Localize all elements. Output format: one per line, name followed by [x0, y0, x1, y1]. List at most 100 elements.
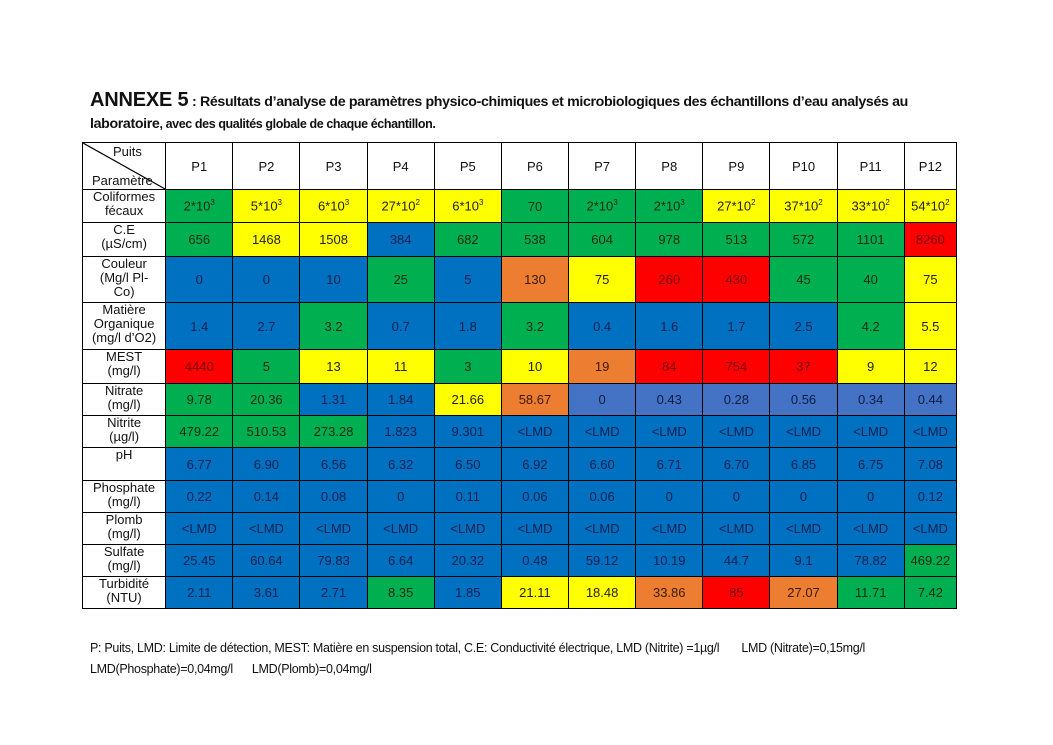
value-cell: 0.06 [568, 480, 637, 513]
cell-value: 54*10 [911, 198, 946, 214]
cell-value: 44.7 [723, 553, 750, 568]
value-cell: 656 [165, 222, 234, 257]
value-cell: <LMD [769, 512, 838, 545]
value-cell: 11.71 [836, 576, 905, 609]
value-cell: 0.28 [702, 383, 771, 416]
cell-value: <LMD [853, 521, 889, 536]
cell-value: 513 [725, 232, 748, 247]
value-cell: 5 [433, 256, 502, 303]
value-cell: 6.92 [500, 447, 570, 481]
value-cell: 1.31 [299, 383, 368, 416]
value-cell: 260 [635, 256, 704, 303]
parameter-label: Phosphate (mg/l) [81, 480, 167, 513]
cell-exponent: 2 [751, 198, 756, 208]
cell-value: 130 [524, 272, 546, 287]
value-cell: 33.86 [635, 576, 704, 609]
table-row: Plomb (mg/l) <LMD <LMD <LMD <LMD <LMD <LMD <LMD… [81, 512, 958, 545]
value-cell: 7.42 [903, 576, 958, 609]
value-cell: 37 [769, 349, 838, 384]
value-cell: 513 [702, 222, 771, 257]
cell-exponent: 3 [613, 198, 618, 208]
parameter-label: Nitrate (mg/l) [81, 383, 167, 416]
value-cell: 1468 [232, 222, 301, 257]
cell-value: 0.28 [723, 392, 750, 407]
cell-exponent: 3 [478, 198, 484, 208]
cell-value: 11.71 [854, 585, 887, 600]
value-cell: 25.45 [165, 544, 234, 577]
cell-value: 0.08 [320, 489, 347, 504]
value-cell: 8.35 [366, 576, 435, 609]
diagonal-divider [83, 143, 165, 189]
value-cell: 9.78 [165, 383, 234, 416]
value-cell: 130 [500, 256, 570, 303]
cell-value: 25 [393, 272, 408, 287]
value-cell: 21.11 [500, 576, 570, 609]
cell-exponent: 3 [344, 198, 350, 208]
cell-value: 0.56 [790, 392, 817, 407]
cell-value: 3 [464, 359, 472, 374]
cell-value: 6.32 [388, 456, 414, 472]
cell-value: 430 [725, 272, 748, 287]
cell-value: <LMD [912, 521, 948, 536]
cell-value: <LMD [584, 424, 620, 439]
value-cell: 6.75 [836, 447, 905, 481]
cell-value: 20.36 [250, 392, 283, 407]
table-row: Matière Organique (mg/l d’O2) 1.4 2.7 3.2 0.… [81, 302, 958, 350]
cell-value: <LMD [517, 521, 553, 536]
column-header-p9: P9 [702, 142, 771, 190]
value-cell: 9.1 [769, 544, 838, 577]
cell-value: 479.22 [179, 424, 220, 439]
value-cell: 18.48 [568, 576, 637, 609]
value-cell: 1.8 [433, 302, 502, 350]
cell-value: 33.86 [652, 585, 686, 600]
cell-value: 1.85 [455, 585, 481, 600]
cell-value: 13 [326, 359, 341, 374]
value-cell: <LMD [165, 512, 234, 545]
value-cell: <LMD [702, 512, 771, 545]
table-row: MEST (mg/l) 4440 5 13 11 3 10 19 84 754 37 9 12 [81, 349, 958, 384]
value-cell: 0 [769, 480, 838, 513]
cell-value: 3.2 [324, 318, 343, 334]
cell-value: 5 [464, 272, 472, 287]
value-cell: 70 [500, 189, 570, 223]
cell-value: 4440 [184, 359, 214, 374]
value-cell: <LMD [836, 512, 905, 545]
cell-value: <LMD [912, 424, 948, 439]
value-cell: 6.64 [366, 544, 435, 577]
annex-label: ANNEXE 5 [90, 89, 189, 111]
value-cell: 84 [635, 349, 704, 384]
cell-value: 1.6 [660, 318, 679, 334]
value-cell: 6.32 [366, 447, 435, 481]
value-cell: <LMD [500, 415, 570, 448]
cell-value: 273.28 [313, 424, 354, 439]
value-cell: <LMD [903, 512, 958, 545]
corner-parametre: Paramètre [92, 173, 153, 188]
title-text: : Résultats d’analyse de paramètres phys… [188, 94, 908, 110]
cell-value: 754 [725, 359, 748, 374]
cell-value: 40 [863, 272, 878, 287]
value-cell: 10 [299, 256, 368, 303]
cell-value: 21.11 [519, 585, 551, 600]
value-cell: 1.85 [433, 576, 502, 609]
value-cell: 0.48 [500, 544, 570, 577]
value-cell: 6.71 [635, 447, 704, 481]
value-cell: <LMD [299, 512, 368, 545]
value-cell: 79.83 [299, 544, 368, 577]
header-row: Puits Paramètre P1 P2 P3 P4 P5 P6 P7 P8 P9 P10 P11… [81, 142, 958, 190]
column-header-p12: P12 [903, 142, 958, 190]
value-cell: <LMD [769, 415, 838, 448]
value-cell: <LMD [635, 512, 704, 545]
value-cell: 3 [433, 349, 502, 384]
value-cell: <LMD [836, 415, 905, 448]
cell-value: 384 [389, 232, 412, 247]
corner-header: Puits Paramètre [81, 142, 167, 190]
value-cell: 430 [702, 256, 771, 303]
value-cell: 20.32 [433, 544, 502, 577]
cell-value: 0 [598, 392, 606, 407]
value-cell: 682 [433, 222, 502, 257]
cell-value: 58.67 [518, 392, 552, 407]
cell-value: 37 [796, 359, 811, 374]
value-cell: 3.2 [299, 302, 368, 350]
cell-value: 0 [262, 272, 271, 287]
value-cell: 538 [500, 222, 570, 257]
